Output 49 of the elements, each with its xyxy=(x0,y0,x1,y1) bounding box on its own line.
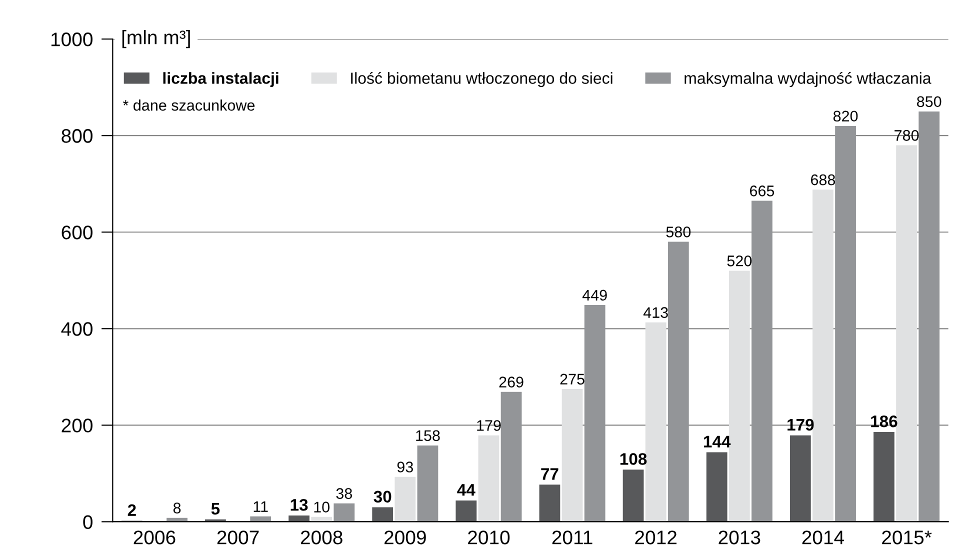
data-label: 158 xyxy=(416,430,440,442)
x-tick-label: 2008 xyxy=(300,530,342,544)
data-label: 44 xyxy=(457,484,476,496)
y-tick-label: 600 xyxy=(62,226,92,240)
x-tick-label: 2009 xyxy=(384,530,426,544)
data-label: 144 xyxy=(704,436,731,448)
x-tick-label: 2015* xyxy=(882,530,932,544)
annotation: * dane szacunkowe xyxy=(122,100,255,111)
data-label: 688 xyxy=(811,174,836,186)
data-label: 820 xyxy=(833,110,858,122)
y-tick-label: 400 xyxy=(61,322,92,336)
data-label: 38 xyxy=(336,488,352,499)
y-tick-label: 1000 xyxy=(51,32,92,46)
data-label: 179 xyxy=(477,420,501,431)
x-tick-label: 2010 xyxy=(468,530,510,544)
data-label: 449 xyxy=(582,290,607,301)
data-label: 77 xyxy=(541,468,558,480)
data-label: 13 xyxy=(290,498,308,511)
y-tick-label: 0 xyxy=(83,515,92,529)
data-label: 179 xyxy=(788,418,814,431)
y-axis-title: [mln m³] xyxy=(122,30,190,48)
legend-label: liczba instalacji xyxy=(163,72,278,88)
data-label: 580 xyxy=(666,226,691,238)
data-label: 8 xyxy=(173,502,181,514)
x-tick-label: 2014 xyxy=(802,530,844,544)
data-label: 93 xyxy=(397,462,413,472)
data-label: 520 xyxy=(727,256,752,266)
x-tick-label: 2011 xyxy=(552,530,592,544)
data-label: 108 xyxy=(620,453,647,465)
y-tick-label: 200 xyxy=(62,418,92,432)
legend-label: Ilość biometanu wtłoczonego do sieci xyxy=(351,72,612,88)
data-label: 30 xyxy=(374,490,392,503)
data-label: 850 xyxy=(917,96,942,108)
data-label: 275 xyxy=(560,374,584,385)
data-label: 2 xyxy=(128,504,136,516)
y-tick-label: 800 xyxy=(62,129,92,143)
data-label: 186 xyxy=(871,415,898,428)
data-label: 269 xyxy=(499,376,524,388)
x-tick-label: 2007 xyxy=(217,530,259,544)
data-label: 665 xyxy=(750,186,774,196)
legend-label: maksymalna wydajność wtłaczania xyxy=(684,72,932,88)
data-label: 780 xyxy=(894,130,919,141)
data-label: 5 xyxy=(211,503,220,515)
x-tick-label: 2012 xyxy=(635,530,676,544)
data-label: 413 xyxy=(643,307,668,318)
data-label: 10 xyxy=(314,502,330,512)
data-label: 11 xyxy=(254,501,268,512)
x-tick-label: 2013 xyxy=(718,530,760,544)
x-tick-label: 2006 xyxy=(134,530,176,544)
